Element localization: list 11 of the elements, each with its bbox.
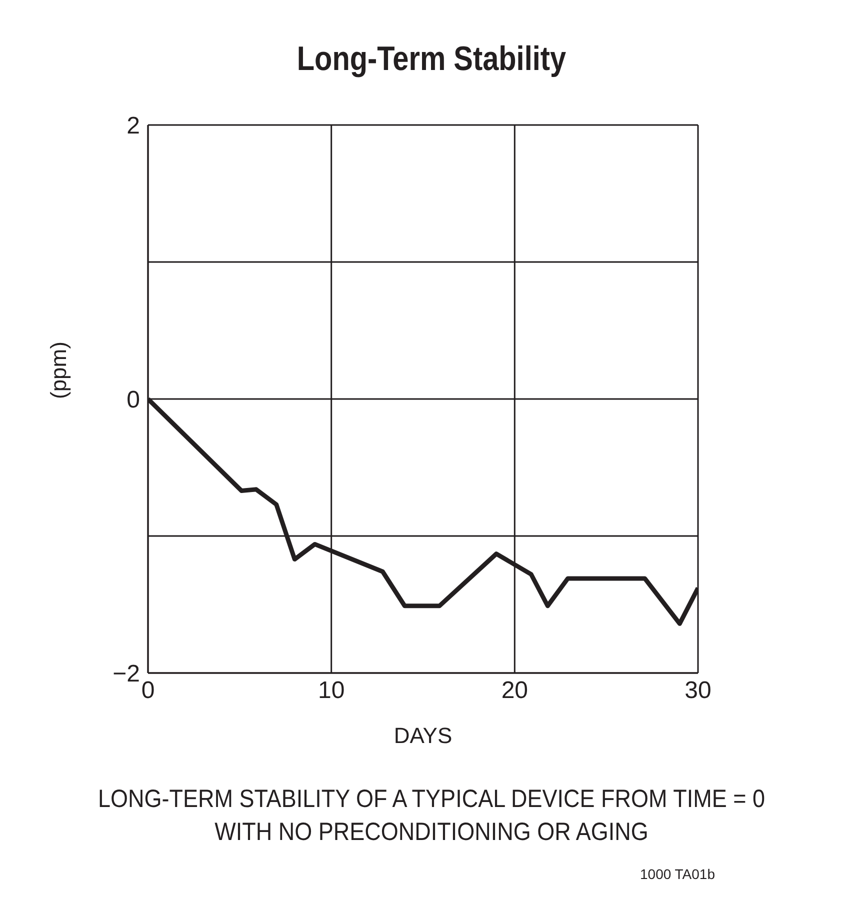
- y-axis-title: (ppm): [46, 342, 71, 399]
- x-tick-label: 20: [501, 677, 528, 704]
- chart-title: Long-Term Stability: [296, 40, 568, 79]
- x-tick-label: 30: [684, 677, 712, 704]
- y-tick-label: 2: [126, 112, 140, 140]
- y-tick-label: −2: [112, 660, 140, 688]
- text: LONG-TERM STABILITY OF A TYPICAL DEVICE FROM TIME = 0 WITH NO PRECONDITIONING OR AGING: [96, 784, 766, 848]
- y-tick-label: 0: [126, 386, 140, 414]
- x-axis-title: DAYS: [394, 723, 452, 748]
- x-tick-label: 10: [318, 677, 345, 704]
- text: 1000 TA01b: [640, 866, 715, 882]
